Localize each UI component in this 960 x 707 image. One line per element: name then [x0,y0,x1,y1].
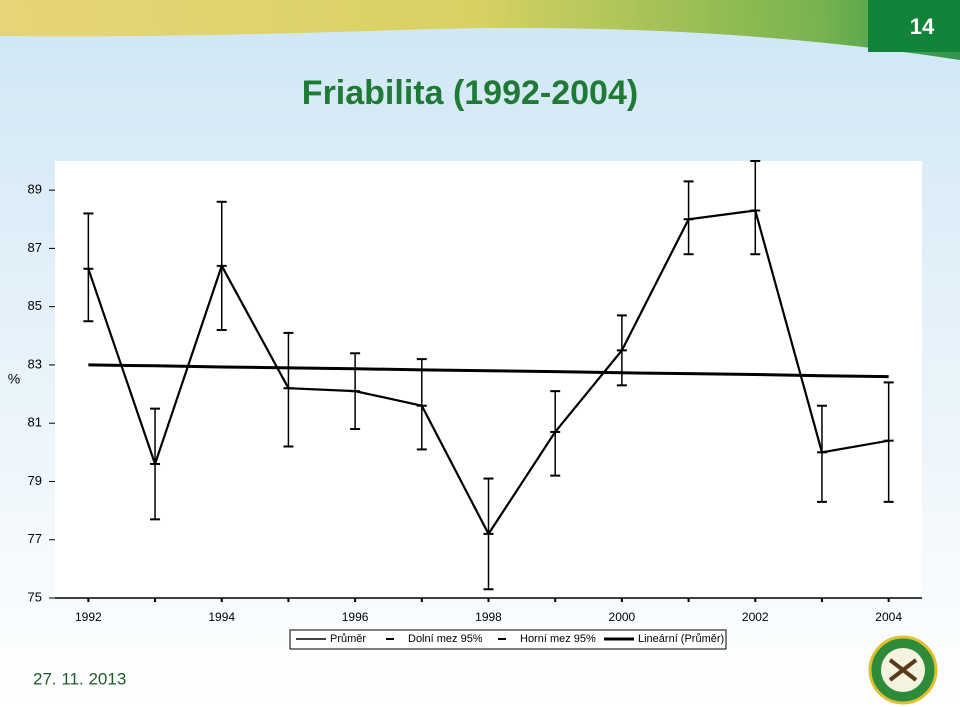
y-tick-label: 89 [28,182,42,197]
slide-date: 27. 11. 2013 [33,669,126,688]
x-tick-label: 1998 [475,610,502,624]
x-tick-label: 2002 [742,610,769,624]
legend-box [289,629,727,650]
logo [868,635,938,705]
top-band [0,0,960,60]
y-tick-label: 79 [28,473,42,488]
y-tick-label: 83 [28,356,42,371]
legend-label: Dolní mez 95% [408,633,483,645]
y-tick-label: 87 [28,240,42,255]
legend-label: Lineární (Průměr) [638,633,724,645]
slide-title: Friabilita (1992-2004) [302,74,638,112]
legend-label: Průměr [330,633,366,645]
x-tick-label: 2004 [875,610,902,624]
y-tick-label: 81 [28,415,42,430]
y-tick-label: 75 [28,589,42,604]
y-tick-label: 77 [28,531,42,546]
y-axis-label: % [8,371,20,387]
x-tick-label: 2000 [609,610,636,624]
legend-label: Horní mez 95% [520,633,596,645]
slide-number: 14 [910,14,935,39]
number-box [868,0,960,52]
y-tick-label: 85 [28,298,42,313]
x-tick-label: 1994 [208,610,235,624]
trend-line [88,363,889,379]
x-tick-label: 1996 [342,610,369,624]
x-tick-label: 1992 [75,610,102,624]
